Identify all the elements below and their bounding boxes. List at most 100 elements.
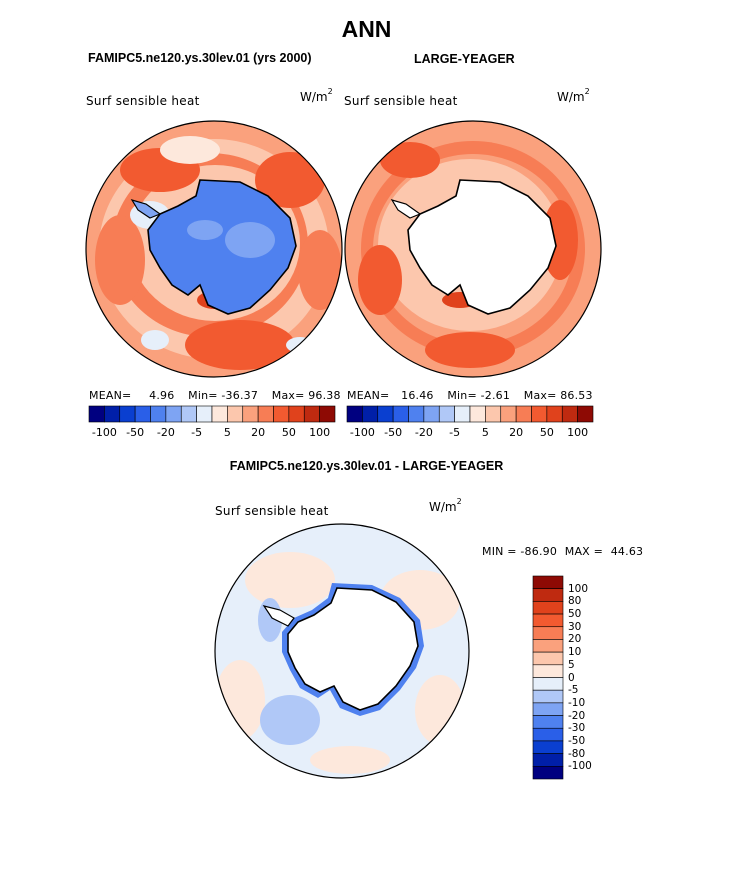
diff-min-label: MIN = [482,545,517,558]
left-map [86,121,342,377]
diff-colorbar-cell [532,766,564,780]
diff-field-label: Surf sensible heat [215,504,329,518]
left-max-value: 96.38 [308,389,341,402]
right-colorbar-cell [392,405,409,423]
right-colorbar-cell [469,405,486,423]
diff-colorbar-cell [532,651,564,666]
left-min-value: -36.37 [221,389,259,402]
right-colorbar-tick: 20 [509,426,524,439]
right-case-title: LARGE-YEAGER [414,52,515,66]
right-min-value: -2.61 [480,389,511,402]
right-min-label: Min= [447,389,477,402]
diff-stats: MIN = -86.90 MAX = 44.63 [482,545,643,558]
diff-colorbar-cell [532,588,564,602]
right-colorbar [346,405,594,423]
diff-colorbar-cell [532,727,564,742]
diff-colorbar-cell [532,689,564,704]
diff-colorbar-cell [532,677,564,691]
diff-colorbar-tick: 0 [568,671,575,684]
diff-colorbar-cell [532,601,564,615]
diff-colorbar-cell [532,626,564,640]
right-colorbar-cell [346,405,363,423]
diff-max-label: MAX = [564,545,604,558]
left-colorbar-tick: 5 [223,426,231,439]
diff-min-value: -86.90 [520,545,558,558]
right-mean-label: MEAN= [347,389,390,402]
diff-colorbar-tick: -50 [568,734,586,747]
diff-colorbar-tick: 50 [568,608,582,621]
left-colorbar-tick: 50 [281,426,296,439]
left-units: W/m2 [300,87,333,104]
diff-colorbar-tick: 30 [568,620,582,633]
left-field-label: Surf sensible heat [86,94,200,108]
diff-colorbar-cell [532,664,564,678]
diff-max-value: 44.63 [610,545,644,558]
right-max-value: 86.53 [560,389,593,402]
right-colorbar-tick: -5 [449,426,461,439]
right-stats: MEAN= 16.46 Min= -2.61 Max= 86.53 [347,389,593,402]
diff-units: W/m2 [429,497,462,514]
left-colorbar [88,405,336,423]
right-colorbar-tick: -100 [349,426,375,439]
right-colorbar-cell [438,405,455,423]
left-colorbar-tick: -50 [126,426,145,439]
left-colorbar-cell [180,405,197,423]
right-colorbar-cell [546,405,563,423]
diff-colorbar-cell [532,753,564,767]
right-colorbar-cell [531,405,548,423]
diff-colorbar-tick: -30 [568,722,586,735]
left-colorbar-tick: 100 [309,426,331,439]
right-map-border [344,120,602,378]
diff-colorbar-tick: -10 [568,696,586,709]
left-colorbar-tick: 20 [251,426,266,439]
right-colorbar-cell [423,405,440,423]
left-case-title: FAMIPC5.ne120.ys.30lev.01 (yrs 2000) [88,51,312,65]
left-colorbar-cell [273,405,290,423]
left-map-border [85,120,343,378]
right-field-label: Surf sensible heat [344,94,458,108]
right-colorbar-cell [454,405,471,423]
left-colorbar-cell [242,405,259,423]
left-colorbar-cell [211,405,228,423]
right-colorbar-cell [485,405,502,423]
left-colorbar-cell [319,405,336,423]
diff-colorbar [532,575,564,780]
diff-colorbar-cell [532,740,564,754]
right-units: W/m2 [557,87,590,104]
diff-colorbar-tick: 100 [568,582,589,595]
left-colorbar-cell [196,405,213,423]
left-colorbar-cell [303,405,320,423]
left-mean-label: MEAN= [89,389,132,402]
right-mean-value: 16.46 [401,389,434,402]
right-colorbar-tick: 50 [539,426,554,439]
left-colorbar-cell [134,405,151,423]
diff-colorbar-tick: -100 [568,760,592,773]
left-colorbar-cell [165,405,182,423]
diff-map-border [214,523,470,779]
left-colorbar-tick: -20 [156,426,175,439]
diff-colorbar-tick: 20 [568,633,582,646]
left-colorbar-cell [257,405,274,423]
left-colorbar-cell [150,405,167,423]
left-colorbar-cell [288,405,305,423]
left-mean-value: 4.96 [149,389,175,402]
diff-colorbar-tick: 80 [568,595,582,608]
diff-colorbar-tick: -80 [568,747,586,760]
right-map [345,121,601,377]
left-max-label: Max= [271,389,305,402]
diff-colorbar-cell [532,575,564,589]
left-colorbar-tick: -100 [91,426,117,439]
right-colorbar-cell [408,405,425,423]
right-colorbar-cell [515,405,532,423]
diff-colorbar-cell [532,613,564,628]
left-min-label: Min= [188,389,218,402]
left-colorbar-cell [119,405,136,423]
diff-colorbar-cell [532,702,564,716]
right-max-label: Max= [523,389,557,402]
right-colorbar-cell [362,405,379,423]
left-colorbar-cell [104,405,121,423]
diff-colorbar-cell [532,715,564,729]
right-colorbar-tick: -50 [384,426,403,439]
page-title: ANN [341,16,392,42]
